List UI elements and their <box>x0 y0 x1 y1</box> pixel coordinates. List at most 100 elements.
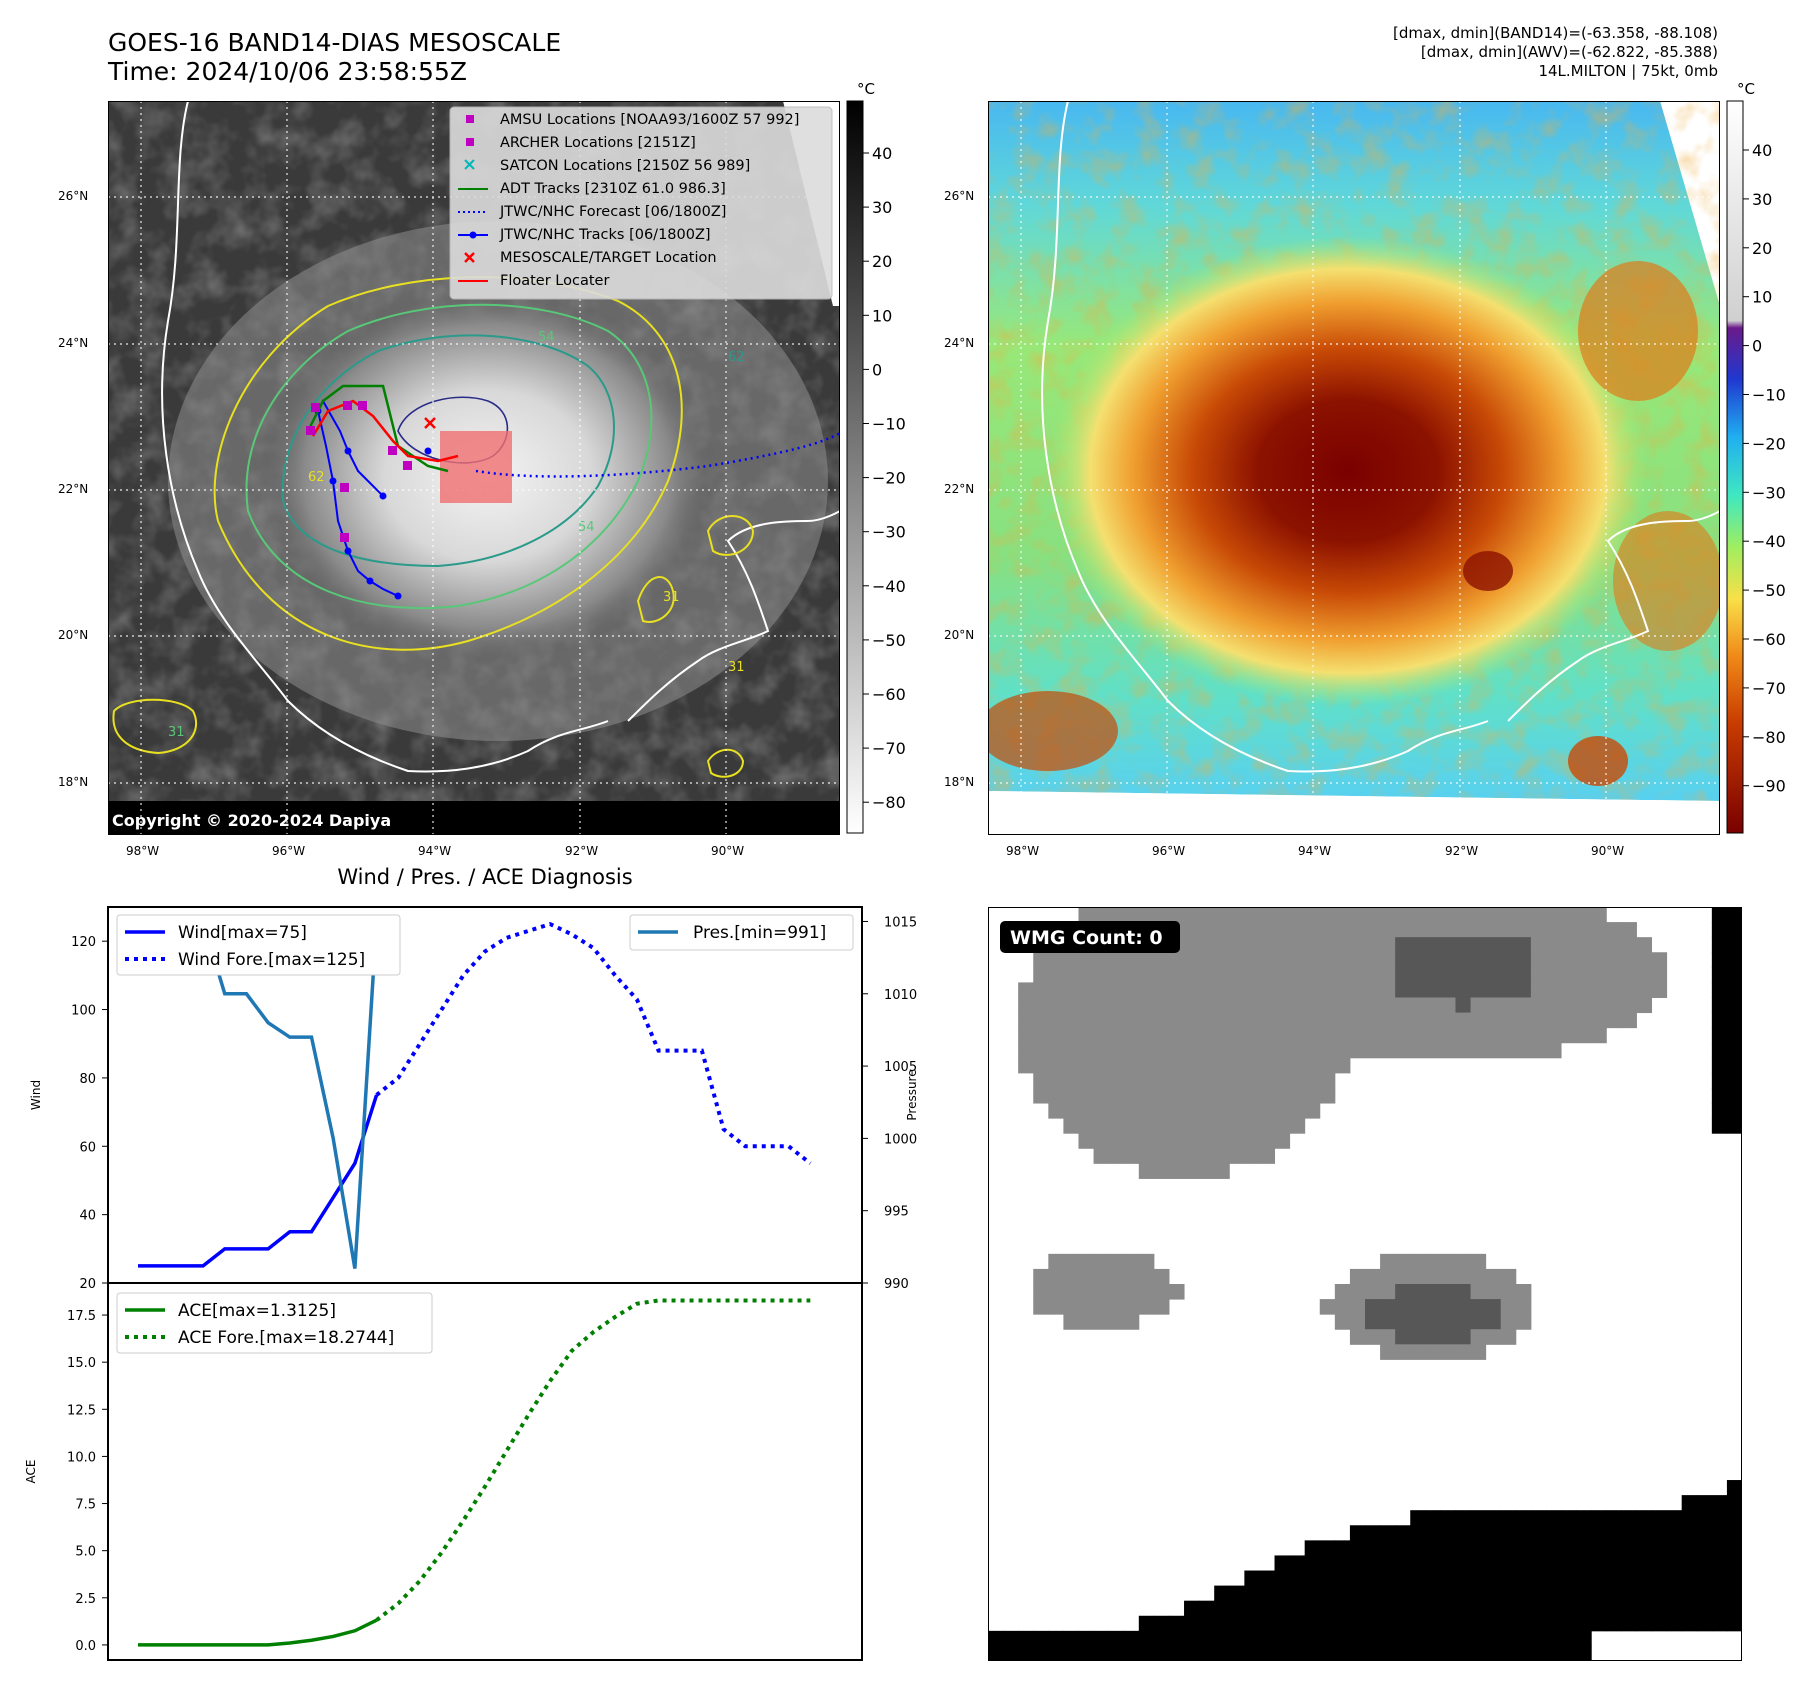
wmg-cell <box>1470 1615 1487 1632</box>
wmg-cell <box>1078 997 1095 1014</box>
wmg-cell <box>1711 907 1728 923</box>
wmg-cell <box>1259 1630 1276 1647</box>
wmg-cell <box>1304 1615 1321 1632</box>
wmg-cell <box>1591 907 1607 923</box>
wmg-cell <box>1244 1072 1260 1089</box>
wmg-cell <box>1334 1057 1351 1074</box>
wmg-cell <box>1289 952 1306 968</box>
wmg-cell <box>1651 1600 1668 1617</box>
wmg-cell <box>1636 997 1653 1014</box>
ace-tick-label: 0.0 <box>75 1639 96 1654</box>
wmg-cell <box>1395 1268 1411 1285</box>
wmg-cell <box>1334 997 1351 1014</box>
wmg-cell <box>1259 952 1276 968</box>
wmg-cell <box>1138 997 1155 1014</box>
colorbar-tick-label: 40 <box>872 144 892 163</box>
wmg-cell <box>1561 1630 1577 1647</box>
wmg-cell <box>1349 922 1366 938</box>
wmg-cell <box>1410 1268 1426 1285</box>
wmg-cell <box>1455 1314 1472 1330</box>
wmg-cell <box>1153 997 1170 1014</box>
svg-text:°C: °C <box>857 80 875 98</box>
wmg-cell <box>1365 982 1381 998</box>
wmg-cell <box>1349 1299 1366 1315</box>
wmg-cell <box>1440 1615 1456 1632</box>
wmg-cell <box>1168 1630 1185 1647</box>
wmg-cell <box>1726 1495 1742 1511</box>
wmg-cell <box>1621 1510 1637 1526</box>
wmg-cell <box>1365 1027 1381 1044</box>
wmg-cell <box>1410 1329 1426 1345</box>
wmg-cell <box>1214 952 1230 968</box>
wmg-cell <box>1561 1600 1577 1617</box>
wmg-cell <box>1606 1540 1622 1556</box>
wmg-cell <box>1108 1253 1125 1270</box>
wmg-cell <box>1319 982 1336 998</box>
colorbar-tick-label: −50 <box>1752 581 1786 600</box>
wmg-cell <box>1033 1284 1049 1300</box>
wmg-cell <box>1485 967 1502 983</box>
wmg-cell <box>1591 1540 1607 1556</box>
wmg-cell <box>1244 1103 1260 1119</box>
wmg-cell <box>1078 1072 1095 1089</box>
wmg-cell <box>1063 1042 1079 1059</box>
wmg-cell <box>1365 997 1381 1014</box>
wmg-cell <box>1304 967 1321 983</box>
wmg-cell <box>1063 982 1079 998</box>
colorbar-tick-label: 10 <box>872 306 892 325</box>
wmg-cell <box>1334 952 1351 968</box>
wmg-cell <box>1304 1057 1321 1074</box>
ace-series <box>138 1618 378 1647</box>
wmg-cell <box>1500 1268 1517 1285</box>
diagnosis-title: Wind / Pres. / ACE Diagnosis <box>337 865 633 889</box>
wmg-cell <box>1395 1585 1411 1602</box>
wmg-cell <box>1048 952 1064 968</box>
wmg-cell <box>1470 997 1487 1014</box>
gray-colorbar: °C 40 30 20 10 0 −10 −20 −30 −40 −50 −60 −70 −80 <box>846 80 906 834</box>
wmg-cell <box>1229 907 1245 923</box>
colorbar-tick-label: −60 <box>872 685 906 704</box>
wmg-cell <box>1515 1555 1532 1572</box>
wmg-cell <box>1636 1510 1653 1526</box>
wmg-cell <box>1545 1630 1562 1647</box>
wmg-cell <box>1470 1645 1487 1661</box>
wmg-cell <box>1093 1299 1110 1315</box>
wmg-cell <box>1199 1057 1215 1074</box>
wmg-cell <box>1214 1615 1230 1632</box>
contour-label: 62 <box>728 350 745 365</box>
ace-tick-label: 17.5 <box>67 1309 96 1324</box>
wmg-cell <box>1123 952 1140 968</box>
wmg-cell <box>1229 1012 1245 1029</box>
wmg-cell <box>1500 922 1517 938</box>
legend-tracks: JTWC/NHC Tracks [06/1800Z] <box>499 227 711 243</box>
wmg-cell <box>1651 1585 1668 1602</box>
wmg-cell <box>1244 1042 1260 1059</box>
wmg-cell <box>1184 1615 1200 1632</box>
wmg-cell <box>1425 1630 1441 1647</box>
wmg-cell <box>1666 1510 1683 1526</box>
wmg-cell <box>1093 1314 1110 1330</box>
wmg-cell <box>1274 1087 1291 1104</box>
wmg-cell <box>1500 1012 1517 1029</box>
contour-label: 31 <box>663 590 680 605</box>
wmg-cell <box>1199 1103 1215 1119</box>
pressure-legend <box>629 914 854 951</box>
wmg-cell <box>1274 982 1291 998</box>
wmg-panel: WMG Count: 0 <box>988 907 1742 1661</box>
wmg-cell <box>1334 937 1351 953</box>
wmg-cell <box>1184 1163 1200 1179</box>
wmg-cell <box>1530 1525 1547 1541</box>
wmg-cell <box>1138 967 1155 983</box>
ace-tick-label: 10.0 <box>67 1450 96 1465</box>
wmg-cell <box>1365 1299 1381 1315</box>
wmg-cell <box>1063 1087 1079 1104</box>
wmg-cell <box>1289 937 1306 953</box>
wmg-cell <box>1711 1057 1728 1074</box>
wmg-cell <box>1229 1087 1245 1104</box>
wmg-cell <box>1515 967 1532 983</box>
wmg-cell <box>1108 1072 1125 1089</box>
wmg-cell <box>1726 1072 1742 1089</box>
wmg-cell <box>1349 1570 1366 1587</box>
wmg-cell <box>1380 922 1396 938</box>
wmg-cell <box>1349 1645 1366 1661</box>
